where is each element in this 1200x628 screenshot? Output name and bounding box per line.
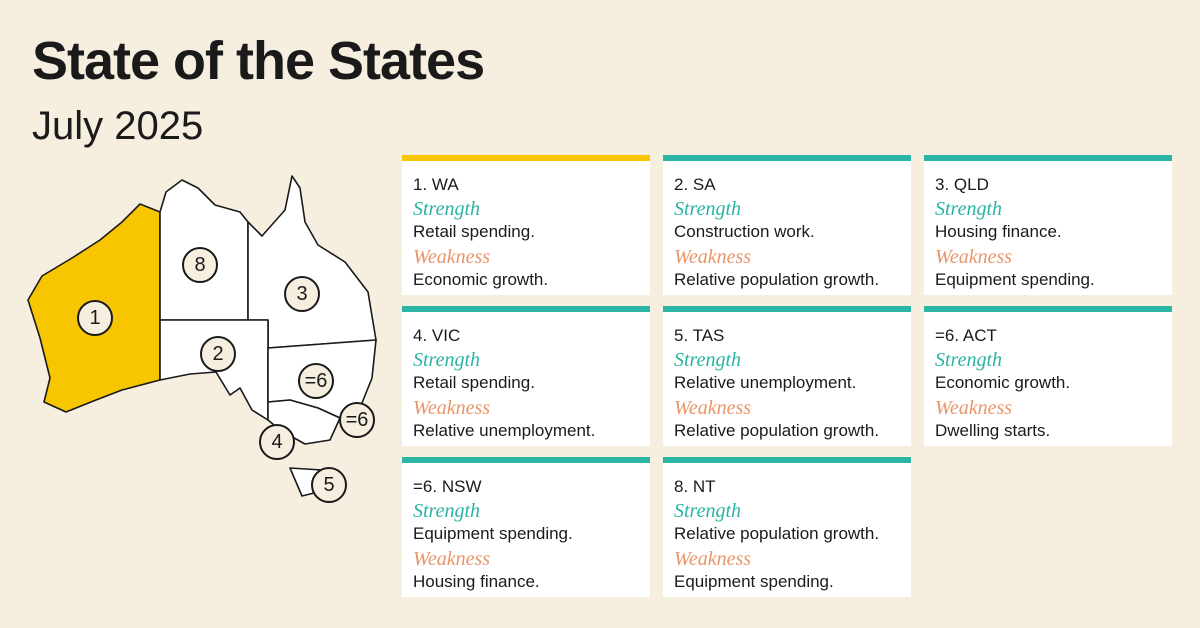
state-card: 5. TAS Strength Relative unemployment. Weak… — [663, 306, 911, 446]
state-card: 1. WA Strength Retail spending. Weakness Eco… — [402, 155, 650, 295]
rank: 5. TAS — [674, 326, 725, 345]
strength-label: Strength — [935, 349, 1003, 371]
state-card: 3. QLD Strength Housing finance. Weakness Eq… — [924, 155, 1172, 295]
weakness-label: Weakness — [674, 397, 752, 419]
map-marker — [298, 363, 334, 399]
map-marker — [182, 247, 218, 283]
strength: Economic growth. — [935, 373, 1071, 392]
rank: 8. NT — [674, 477, 716, 496]
map-marker — [77, 300, 113, 336]
weakness-label: Weakness — [413, 246, 491, 268]
map-marker — [200, 336, 236, 372]
map-label: 3 — [296, 283, 307, 305]
state-card: 4. VIC Strength Retail spending. Weakness Re… — [402, 306, 650, 446]
state-card: =6. ACT Strength Economic growth. Weakness D… — [924, 306, 1172, 446]
strength: Retail spending. — [413, 373, 535, 392]
weakness: Relative population growth. — [674, 270, 880, 289]
map-marker — [311, 467, 347, 503]
rank: =6. ACT — [935, 326, 997, 345]
map-label: =6 — [346, 409, 369, 431]
map-label: 2 — [212, 343, 223, 365]
weakness: Dwelling starts. — [935, 421, 1051, 440]
map-marker — [339, 402, 375, 438]
weakness: Equipment spending. — [674, 572, 834, 591]
weakness-label: Weakness — [413, 548, 491, 570]
rank: =6. NSW — [413, 477, 482, 496]
rank: 1. WA — [413, 175, 459, 194]
weakness-label: Weakness — [935, 397, 1013, 419]
strength-label: Strength — [674, 500, 742, 522]
title: State of the States — [32, 31, 485, 91]
strength-label: Strength — [935, 198, 1003, 220]
map-label: 5 — [323, 474, 334, 496]
state-card: 8. NT Strength Relative population growth.… — [663, 457, 911, 597]
map-label: 8 — [194, 254, 205, 276]
weakness: Housing finance. — [413, 572, 540, 591]
weakness: Economic growth. — [413, 270, 549, 289]
map: 1 8 3 2 =6 =6 4 5 — [27, 175, 377, 503]
strength-label: Strength — [413, 198, 481, 220]
strength-label: Strength — [413, 349, 481, 371]
rank: 4. VIC — [413, 326, 461, 345]
state-card: 2. SA Strength Construction work. Weakness R… — [663, 155, 911, 295]
subtitle: July 2025 — [32, 104, 204, 148]
strength-label: Strength — [674, 198, 742, 220]
weakness-label: Weakness — [674, 246, 752, 268]
weakness: Equipment spending. — [935, 270, 1095, 289]
map-marker — [284, 276, 320, 312]
map-label: 4 — [271, 431, 282, 453]
weakness-label: Weakness — [413, 397, 491, 419]
state-card: =6. NSW Strength Equipment spending. Weakne… — [402, 457, 650, 597]
strength-label: Strength — [674, 349, 742, 371]
rank: 2. SA — [674, 175, 716, 194]
strength: Relative population growth. — [674, 524, 880, 543]
weakness: Relative unemployment. — [413, 421, 596, 440]
map-label: 1 — [89, 307, 100, 329]
weakness-label: Weakness — [674, 548, 752, 570]
map-label: =6 — [305, 370, 328, 392]
rank: 3. QLD — [935, 175, 989, 194]
strength: Retail spending. — [413, 222, 535, 241]
strength-label: Strength — [413, 500, 481, 522]
strength: Equipment spending. — [413, 524, 573, 543]
strength: Relative unemployment. — [674, 373, 857, 392]
strength: Housing finance. — [935, 222, 1062, 241]
weakness-label: Weakness — [935, 246, 1013, 268]
strength: Construction work. — [674, 222, 815, 241]
map-marker — [259, 424, 295, 460]
weakness: Relative population growth. — [674, 421, 880, 440]
